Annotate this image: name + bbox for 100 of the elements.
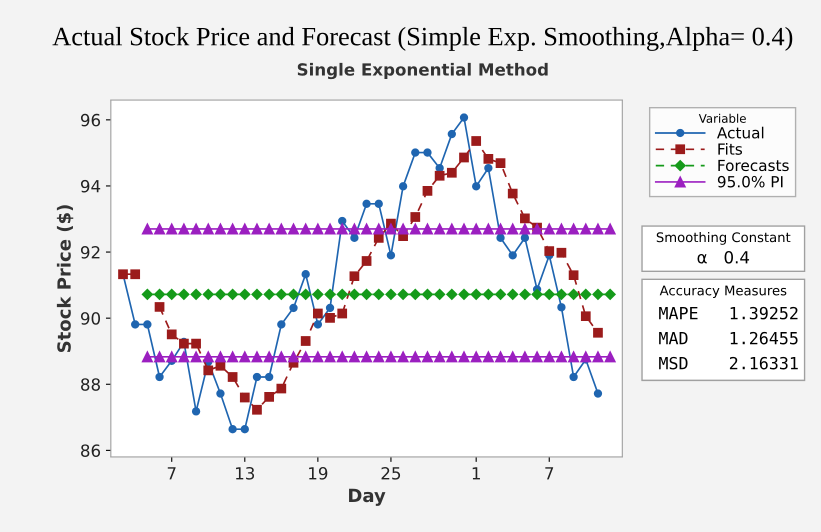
point <box>288 351 300 362</box>
point <box>556 223 567 234</box>
point <box>520 213 530 224</box>
point <box>300 223 312 234</box>
point <box>336 288 348 300</box>
point <box>410 223 421 234</box>
point <box>470 223 482 234</box>
point <box>458 288 470 300</box>
point <box>459 152 469 162</box>
point <box>496 234 505 242</box>
point <box>228 425 237 434</box>
point <box>142 288 153 300</box>
point <box>483 154 494 164</box>
point <box>519 288 530 300</box>
point <box>471 136 482 146</box>
point <box>324 288 336 300</box>
text: α 0.4 <box>698 250 750 264</box>
point <box>313 308 323 318</box>
point <box>446 351 458 362</box>
point <box>300 351 312 362</box>
point <box>434 288 446 300</box>
point <box>143 320 152 329</box>
point <box>422 186 432 196</box>
point <box>155 372 164 382</box>
x-tick-label: 19 <box>309 467 328 480</box>
point <box>240 425 249 434</box>
point <box>594 389 602 398</box>
point <box>385 288 397 300</box>
point <box>568 270 578 280</box>
x-tick-label: 25 <box>382 467 400 480</box>
point <box>385 351 396 362</box>
point <box>251 351 263 362</box>
point <box>264 392 274 402</box>
point <box>142 351 153 362</box>
point <box>448 130 456 138</box>
point <box>508 188 518 198</box>
legend-label: Actual <box>717 126 764 139</box>
point <box>410 351 421 362</box>
point <box>264 351 275 362</box>
point <box>482 288 494 300</box>
point <box>202 288 214 300</box>
point <box>470 351 482 362</box>
point <box>592 351 604 362</box>
point <box>361 223 372 234</box>
point <box>422 288 434 300</box>
text: MSD 2.16331 <box>659 356 798 370</box>
point <box>472 182 480 190</box>
text: Smoothing Constant <box>656 232 790 245</box>
legend-label: Fits <box>718 143 742 155</box>
point <box>361 351 372 362</box>
point <box>519 223 530 234</box>
point <box>373 288 384 300</box>
point <box>544 351 555 362</box>
point <box>532 351 543 362</box>
point <box>423 148 432 157</box>
point <box>338 216 346 226</box>
point <box>385 223 396 234</box>
point <box>325 312 335 323</box>
point <box>568 223 580 234</box>
point <box>482 223 494 234</box>
point <box>252 404 262 415</box>
point <box>239 223 250 234</box>
point <box>592 223 604 234</box>
point <box>460 113 468 122</box>
point <box>276 288 287 300</box>
point <box>556 351 567 362</box>
point <box>203 366 214 376</box>
point <box>154 288 166 300</box>
text: MAPE 1.39252 <box>659 306 798 320</box>
point <box>507 288 518 300</box>
point <box>580 223 592 234</box>
point <box>142 223 153 234</box>
x-axis-title: Day <box>349 488 386 506</box>
point <box>373 223 384 234</box>
point <box>458 351 470 362</box>
point <box>373 351 384 362</box>
point <box>251 288 263 300</box>
point <box>350 234 359 242</box>
point <box>580 351 592 362</box>
point <box>276 223 287 234</box>
point <box>166 330 177 340</box>
point <box>348 288 360 300</box>
point <box>202 223 214 234</box>
point <box>398 223 409 234</box>
point <box>434 351 446 362</box>
point <box>470 288 482 300</box>
point <box>324 351 336 362</box>
chart-subtitle: Single Exponential Method <box>298 62 548 80</box>
point <box>326 304 334 312</box>
point <box>300 288 312 300</box>
point <box>130 269 140 280</box>
point <box>166 288 178 300</box>
point <box>166 351 178 362</box>
point <box>360 288 372 300</box>
point <box>544 288 555 300</box>
point <box>494 351 506 362</box>
point <box>592 288 604 300</box>
point <box>190 351 202 362</box>
point <box>362 256 372 266</box>
x-tick-label: 7 <box>545 467 554 480</box>
